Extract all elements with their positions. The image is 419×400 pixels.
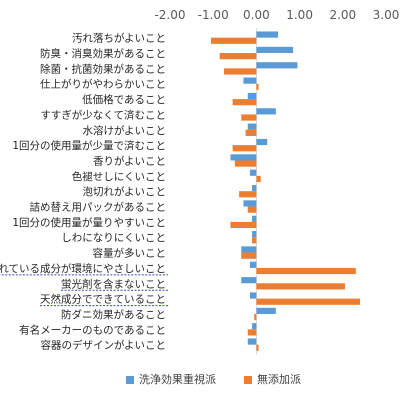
bar-series-2 <box>241 114 257 121</box>
category-label: 有名メーカーのものであること <box>19 323 166 336</box>
legend-label-series-1: 洗浄効果重視派 <box>139 373 216 386</box>
legend-item-series-1: 洗浄効果重視派 <box>126 371 216 387</box>
category-label: 泡切れがよいこと <box>83 185 166 198</box>
bar-series-1 <box>243 77 257 84</box>
bar-series-1 <box>247 123 257 130</box>
bar-series-1 <box>249 169 257 176</box>
bar-series-1 <box>256 62 298 69</box>
bar-series-1 <box>252 323 257 330</box>
category-label: 低価格であること <box>82 93 166 106</box>
category-label: 1回分の使用量が量りやすいこと <box>12 216 166 229</box>
category-label: 1回分の使用量が少量で済むこと <box>12 139 166 152</box>
bar-series-2 <box>256 298 361 305</box>
category-label: 仕上がりがやわらかいこと <box>40 78 166 91</box>
bar-series-2 <box>256 267 356 275</box>
bar-series-2 <box>256 283 345 290</box>
category-label: 防臭・消臭効果があること <box>40 47 166 60</box>
legend-label-series-2: 無添加派 <box>257 373 301 386</box>
bar-series-1 <box>241 277 257 284</box>
bar-series-2 <box>254 313 257 321</box>
bar-series-1 <box>256 31 278 38</box>
x-tick-label: 1.00 <box>286 8 313 22</box>
bar-series-1 <box>241 246 257 253</box>
x-tick-label: -2.00 <box>154 8 185 22</box>
legend-swatch-series-2 <box>244 376 252 384</box>
bar-series-2 <box>234 160 257 167</box>
bar-series-1 <box>252 231 257 238</box>
bar-series-2 <box>256 344 259 351</box>
bar-series-2 <box>211 37 257 44</box>
bar-series-2 <box>252 237 257 244</box>
bar-series-2 <box>232 145 257 152</box>
x-tick-label: 0.00 <box>243 8 270 22</box>
category-label: 詰め替え用パックがあること <box>30 201 167 214</box>
bar-series-2 <box>241 252 257 259</box>
category-label: 除菌・抗菌効果があること <box>40 62 166 75</box>
category-label: 蛍光剤を含まないこと <box>61 277 166 290</box>
bar-series-1 <box>230 154 257 161</box>
bar-series-1 <box>256 108 276 115</box>
category-label: 容器のデザインがよいこと <box>41 339 166 352</box>
bar-series-1 <box>256 138 268 146</box>
bar-series-2 <box>247 329 257 336</box>
category-label: 水溶けがよいこと <box>83 124 166 137</box>
category-label: 色褪せしにくいこと <box>72 170 166 183</box>
bar-series-2 <box>219 53 257 60</box>
bar-series-1 <box>252 215 257 222</box>
bar-series-2 <box>256 83 259 90</box>
bar-series-1 <box>243 200 257 207</box>
bar-series-2 <box>232 99 257 106</box>
bar-series-2 <box>224 68 257 75</box>
bar-series-2 <box>256 175 261 183</box>
bar-series-1 <box>249 292 257 299</box>
bar-series-1 <box>256 46 294 54</box>
legend-item-series-2: 無添加派 <box>244 371 301 387</box>
bar-series-2 <box>245 129 257 136</box>
bar-series-2 <box>247 206 257 213</box>
bar-series-1 <box>247 92 257 100</box>
legend-swatch-series-1 <box>126 376 134 384</box>
category-label: 天然成分でできていること <box>40 293 166 306</box>
category-label: 防ダニ効果があること <box>61 308 166 321</box>
x-tick-label: 3.00 <box>373 8 400 22</box>
bar-series-2 <box>230 221 257 229</box>
category-label: 含まれている成分が環境にやさしいこと <box>0 262 166 275</box>
x-tick-label: -1.00 <box>198 8 229 22</box>
category-label: 汚れ落ちがよいこと <box>72 32 166 45</box>
bar-series-1 <box>247 338 257 345</box>
bar-series-2 <box>239 191 257 198</box>
bar-series-1 <box>252 184 257 192</box>
bar-series-1 <box>256 307 276 314</box>
category-label: 香りがよいこと <box>93 154 166 167</box>
x-tick-label: 2.00 <box>329 8 356 22</box>
category-label: すすぎが少なくて済むこと <box>40 108 166 121</box>
category-label: しわになりにくいこと <box>61 232 166 244</box>
bar-series-1 <box>249 261 257 268</box>
category-label: 容量が多いこと <box>93 247 167 260</box>
